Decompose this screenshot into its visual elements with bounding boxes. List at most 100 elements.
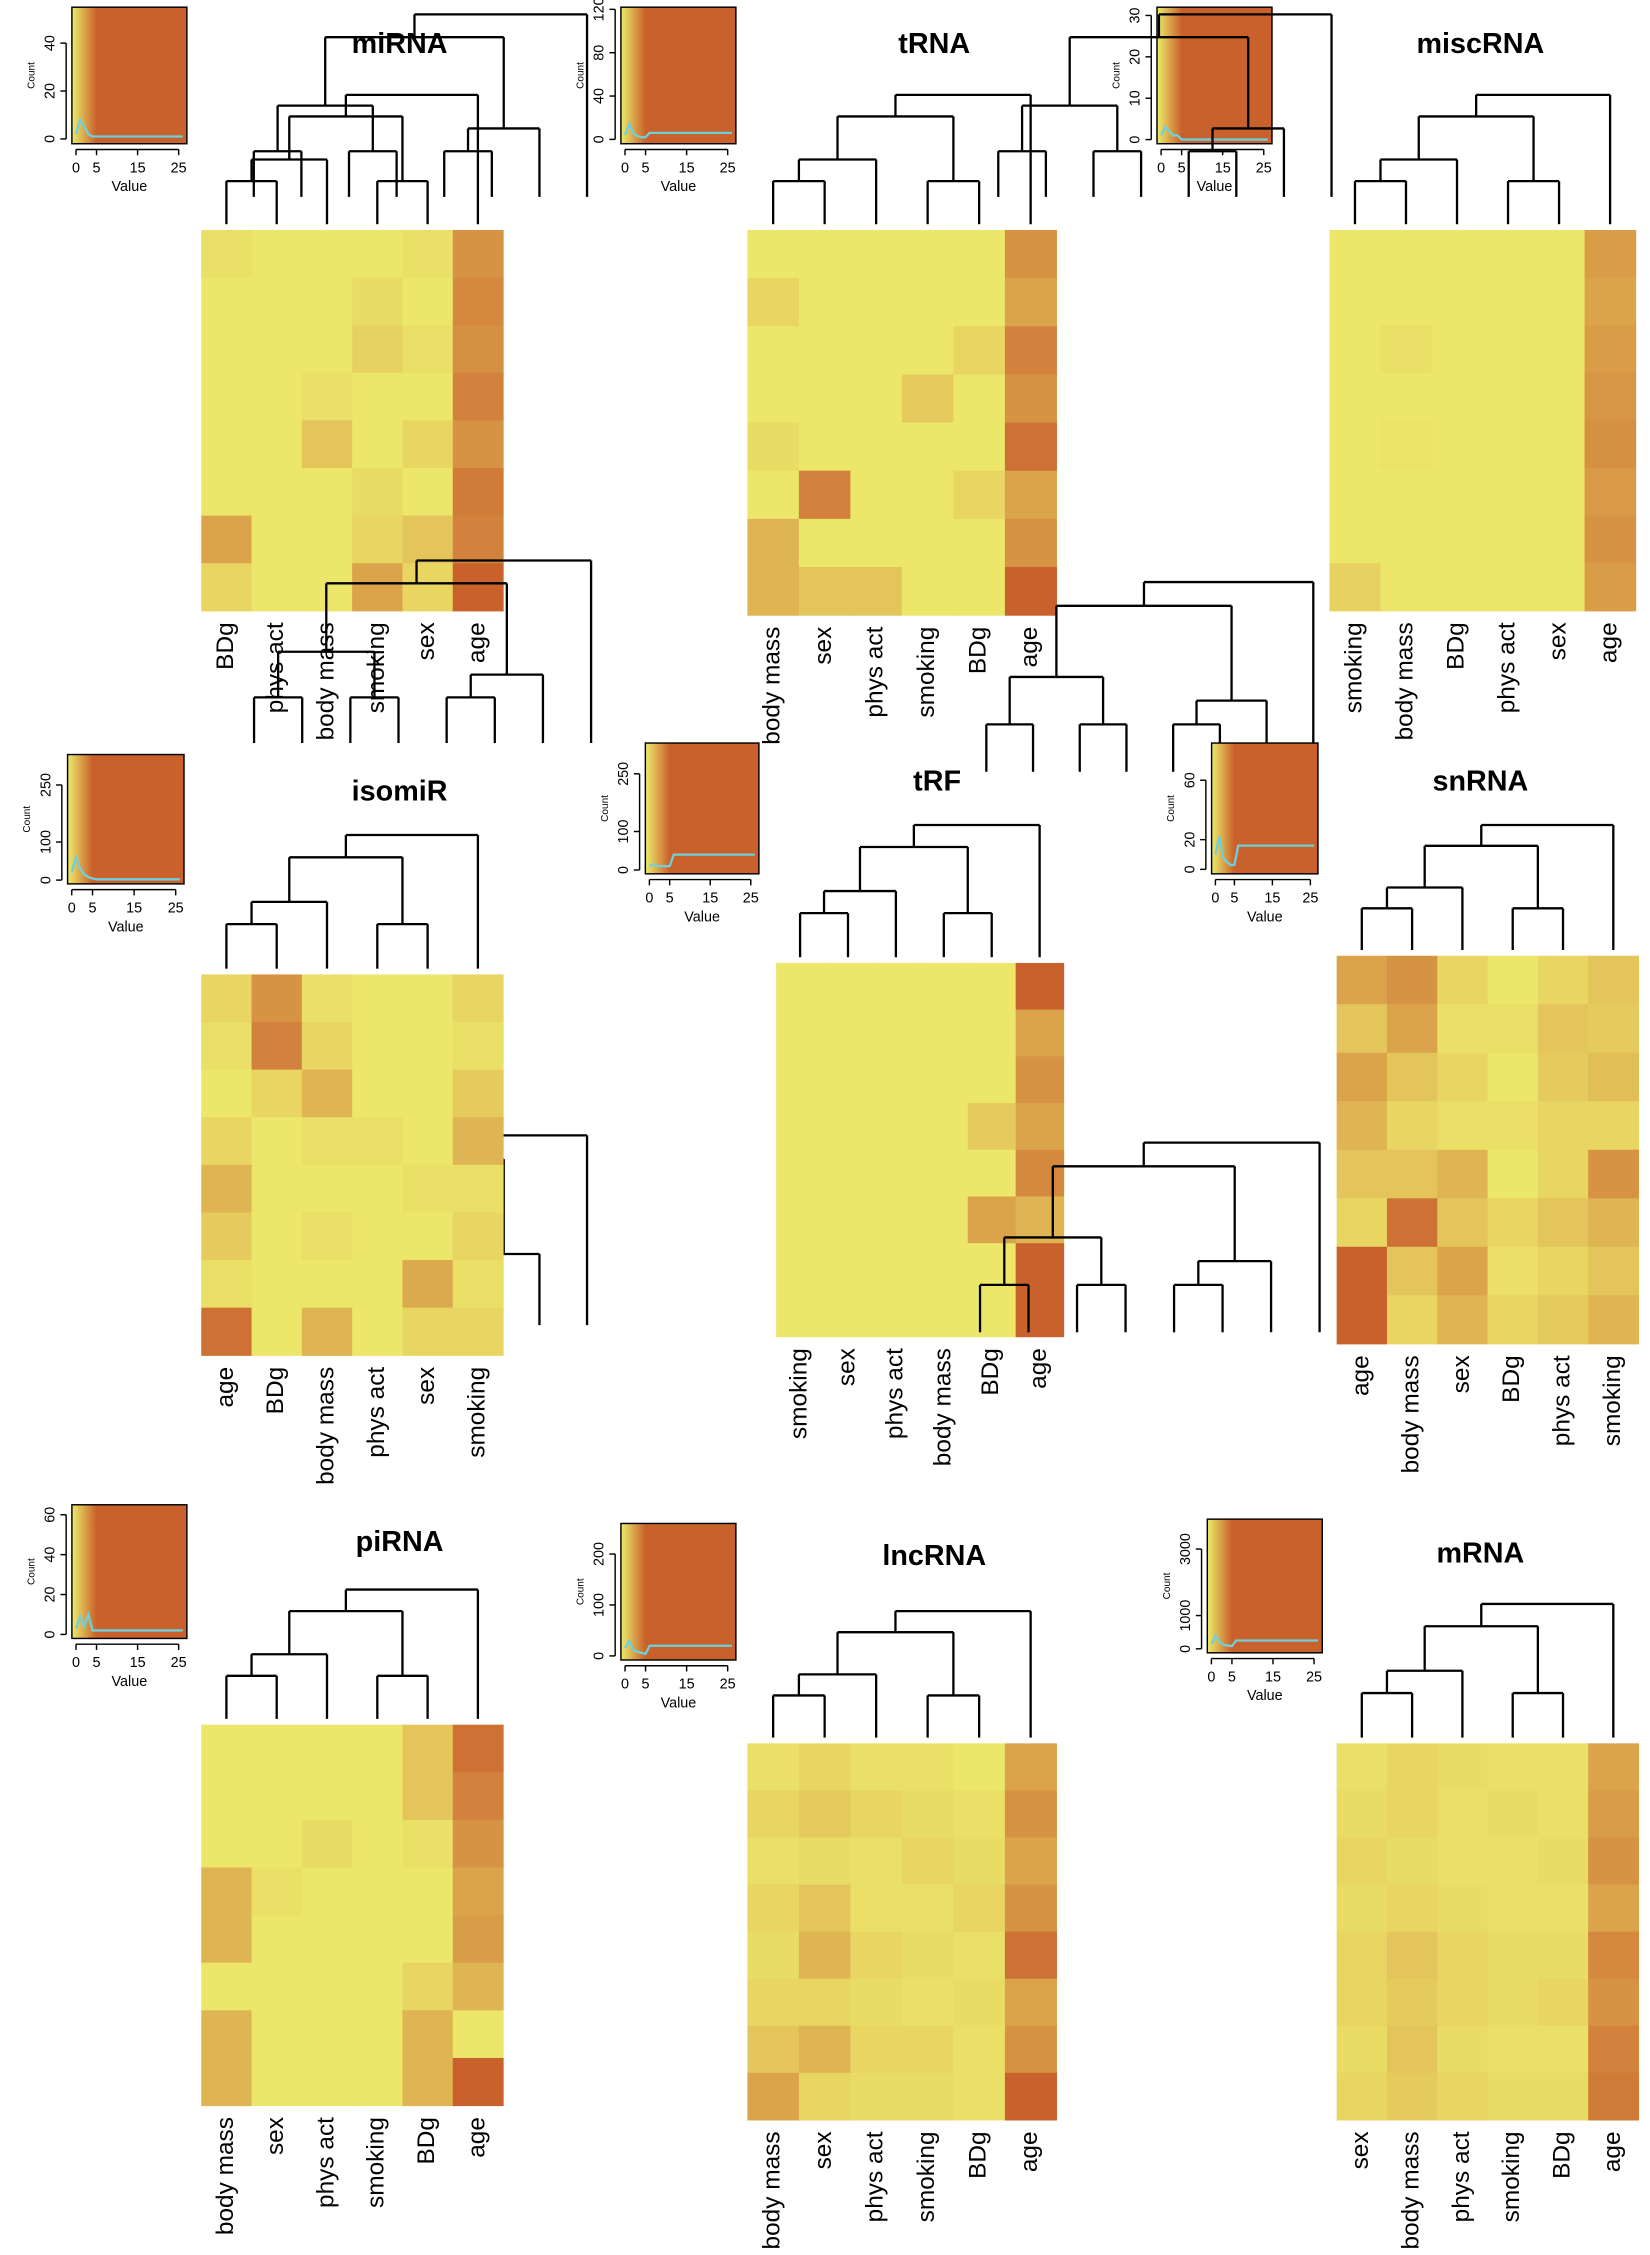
key-y-tick-label: 100 xyxy=(616,820,632,844)
heatmap-cell xyxy=(201,1022,253,1071)
heatmap-cell xyxy=(967,1056,1017,1104)
heatmap-cell xyxy=(1004,1884,1057,1933)
heatmap-cell xyxy=(352,1022,404,1071)
heatmap-cell xyxy=(251,1164,303,1214)
heatmap-cell xyxy=(747,1931,800,1980)
heatmap-cell xyxy=(301,1915,353,1964)
heatmap-cell xyxy=(747,2025,800,2074)
key-histogram xyxy=(624,1638,732,1656)
heatmap-cell xyxy=(251,2010,303,2059)
key-x-label: Value xyxy=(684,909,720,925)
heatmap-cell xyxy=(850,422,903,472)
key-gradient xyxy=(620,7,646,144)
heatmap-cell xyxy=(747,470,800,520)
heatmap-cell xyxy=(824,962,873,1011)
heatmap-cell xyxy=(1537,1246,1589,1296)
heatmap-cell xyxy=(1584,372,1637,421)
heatmap-cell xyxy=(251,1212,303,1261)
key-x-label: Value xyxy=(661,179,697,195)
heatmap-cell xyxy=(850,2025,903,2074)
heatmap-cell xyxy=(201,372,253,421)
heatmap-cell xyxy=(251,1117,303,1166)
heatmap-cell xyxy=(1487,955,1539,1005)
heatmap-cell xyxy=(901,2072,954,2121)
heatmap-cell xyxy=(201,1307,253,1356)
heatmap-cell xyxy=(1487,1052,1539,1102)
heatmap-cell xyxy=(301,1772,353,1821)
key-histogram xyxy=(1214,836,1315,867)
heatmap-cell xyxy=(251,1819,303,1869)
heatmap-cell xyxy=(798,278,851,327)
heatmap-cell xyxy=(919,1149,969,1198)
heatmap-cell xyxy=(747,1790,800,1839)
heatmap-cell xyxy=(201,1962,253,2011)
heatmap-cell xyxy=(953,1790,1006,1839)
heatmap-cell xyxy=(1380,467,1433,517)
heatmap-cell xyxy=(452,1260,504,1309)
heatmap-cell xyxy=(1588,1295,1640,1345)
heatmap-cell xyxy=(201,2057,253,2107)
heatmap-cell xyxy=(402,420,454,469)
key-y-label: Count xyxy=(27,62,38,89)
heatmap-cell xyxy=(1015,1289,1065,1338)
key-x-tick-label: 25 xyxy=(171,160,187,176)
heatmap-cell xyxy=(452,372,504,421)
panel: lncRNA body mass sex phys act smoking BDg age 0… xyxy=(576,1522,1057,2249)
heatmap-cell xyxy=(1437,1149,1489,1199)
heatmap-cell xyxy=(251,1260,303,1309)
heatmap-cell xyxy=(1386,1790,1438,1839)
column-label: phys act xyxy=(312,2117,339,2208)
heatmap-cell xyxy=(953,326,1006,375)
heatmap-cell xyxy=(1588,1149,1640,1199)
heatmap-cell xyxy=(1482,277,1535,326)
heatmap-cell xyxy=(919,1243,969,1291)
heatmap-cell xyxy=(1584,325,1637,374)
heatmap-cell xyxy=(1487,1246,1539,1296)
heatmap-cell xyxy=(798,1978,851,2027)
heatmap-cell xyxy=(1336,1052,1388,1102)
key-y-tick-label: 40 xyxy=(43,1547,59,1563)
heatmap-cell xyxy=(824,1056,873,1104)
heatmap-cell xyxy=(871,1056,921,1104)
heatmap-cell xyxy=(1487,1198,1539,1248)
heatmap-cell xyxy=(1437,1246,1489,1296)
key-histogram xyxy=(74,1610,183,1632)
heatmap-cell xyxy=(301,2057,353,2107)
heatmap-cell xyxy=(747,518,800,568)
heatmap-cell xyxy=(747,374,800,424)
heatmap-cell xyxy=(1015,1196,1065,1244)
column-label: smoking xyxy=(1498,2131,1525,2222)
heatmap-cell xyxy=(1386,2025,1438,2074)
key-y-tick-label: 60 xyxy=(1182,772,1198,788)
heatmap-cell xyxy=(201,1915,253,1964)
heatmap-cell xyxy=(1437,1004,1489,1054)
heatmap-cell xyxy=(201,563,253,612)
heatmap-cell xyxy=(1437,955,1489,1005)
heatmap-cell xyxy=(1386,1978,1438,2027)
heatmap-cell xyxy=(1386,1931,1438,1980)
heatmap-cell xyxy=(967,1196,1017,1244)
heatmap-cell xyxy=(1487,1931,1539,1980)
heatmap-cell xyxy=(824,1103,873,1151)
heatmap-cell xyxy=(798,1884,851,1933)
key-y-label: Count xyxy=(1166,795,1177,822)
heatmap-cell xyxy=(1004,278,1057,327)
heatmap-cell xyxy=(901,1884,954,1933)
heatmap-cell xyxy=(776,1196,825,1244)
heatmap-cell xyxy=(747,278,800,327)
column-label: BDg xyxy=(1548,2131,1575,2179)
heatmap-cell xyxy=(452,1724,504,1773)
heatmap-cell xyxy=(352,277,404,326)
key-histogram xyxy=(1210,1633,1319,1648)
heatmap-cell xyxy=(352,1772,404,1821)
column-label: sex xyxy=(1448,1355,1475,1393)
key-frame xyxy=(1210,742,1319,875)
heatmap-cell xyxy=(871,962,921,1011)
heatmap-cell xyxy=(798,1837,851,1886)
heatmap-cell xyxy=(402,1867,454,1916)
heatmap-cell xyxy=(1537,1884,1589,1933)
key-x-tick-label: 15 xyxy=(130,160,146,176)
heatmap-cell xyxy=(1437,1052,1489,1102)
heatmap-cell xyxy=(201,515,253,564)
